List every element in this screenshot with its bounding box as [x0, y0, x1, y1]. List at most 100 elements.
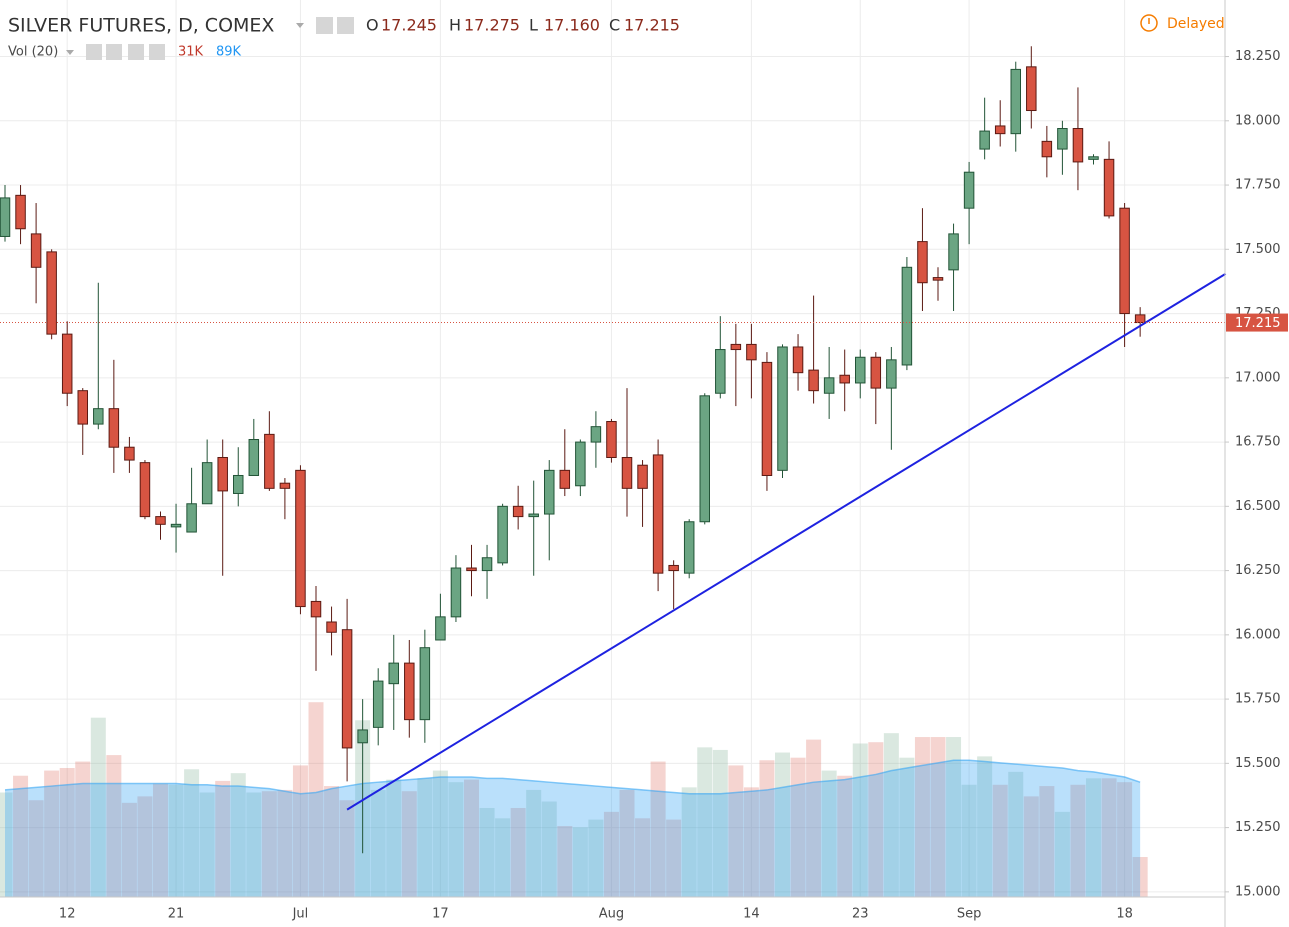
candle-body — [201, 462, 213, 505]
volume-bar — [121, 802, 137, 897]
icon-button[interactable] — [128, 44, 144, 60]
volume-bar — [1132, 857, 1148, 897]
y-tick-label: 16.000 — [1235, 627, 1281, 642]
candle-body — [248, 439, 260, 476]
candle-body — [730, 343, 742, 351]
volume-bar — [914, 737, 930, 897]
volume-bar — [1101, 778, 1117, 897]
volume-bar — [448, 782, 464, 897]
volume-bar — [1117, 782, 1133, 897]
dropdown-icon[interactable] — [296, 23, 304, 28]
y-tick-label: 15.750 — [1235, 692, 1281, 707]
volume-bar — [28, 800, 44, 897]
candle-body — [886, 359, 897, 389]
volume-bar — [44, 770, 60, 897]
candle-body — [575, 441, 586, 487]
candle-body — [683, 521, 695, 574]
candle-body — [295, 469, 306, 608]
y-tick-label: 18.250 — [1235, 49, 1281, 64]
last-price-box — [1226, 313, 1288, 332]
candle-body — [264, 433, 275, 489]
candle-body — [1103, 158, 1115, 217]
overlays — [0, 272, 1227, 811]
candle-body — [699, 395, 710, 523]
candle-body — [792, 346, 804, 374]
candle-body — [46, 251, 57, 335]
volume-bar — [837, 775, 853, 897]
candle-body — [217, 456, 228, 492]
ohlc-key: C — [609, 16, 620, 35]
ohlc-value: 17.160 — [544, 16, 600, 35]
volume-bar — [199, 792, 215, 897]
candle-body — [1010, 68, 1021, 135]
x-tick-label: 17 — [432, 907, 449, 922]
volume-bar — [992, 784, 1008, 897]
y-tick-label: 16.250 — [1235, 563, 1281, 578]
candle-body — [839, 374, 850, 384]
candle-body — [1072, 128, 1084, 163]
candle-body — [233, 474, 244, 494]
candle-body — [963, 171, 975, 209]
icon-button[interactable] — [86, 44, 102, 60]
icon-button[interactable] — [149, 44, 165, 60]
volume-bar — [1070, 784, 1086, 897]
candle-body — [512, 505, 524, 518]
candle-body — [108, 408, 120, 448]
volume-ma-last: 89K — [216, 45, 242, 60]
volume-bar — [137, 796, 153, 897]
candle-body — [326, 621, 337, 633]
volume-bar — [1023, 796, 1039, 897]
ohlc-value: 17.275 — [464, 16, 520, 35]
volume-bar — [557, 826, 573, 897]
volume-bar — [106, 755, 122, 897]
ohlc-header: O 17.245 H 17.275 L 17.160 C 17.215 — [366, 16, 680, 35]
candle-body — [528, 513, 539, 518]
trendline — [346, 272, 1227, 811]
volume-title: Vol (20) — [8, 45, 58, 60]
volume-bar — [603, 811, 619, 897]
ohlc-key: H — [449, 16, 461, 35]
ohlc-value: 17.245 — [381, 16, 437, 35]
y-tick-label: 15.500 — [1235, 756, 1281, 771]
volume-bar — [1008, 771, 1024, 897]
y-tick-label: 18.000 — [1235, 113, 1281, 128]
volume-bar — [526, 789, 542, 897]
candle-body — [435, 616, 446, 641]
volume-bar — [90, 717, 106, 897]
volume-bar — [852, 743, 868, 897]
volume-bar — [728, 765, 744, 897]
volume-bar — [666, 819, 682, 897]
dropdown-icon[interactable] — [66, 50, 74, 55]
volume-bar — [184, 769, 200, 897]
candle-body — [481, 557, 493, 572]
volume-bar — [479, 807, 495, 897]
x-tick-label: 12 — [59, 907, 76, 922]
candle-body — [855, 356, 866, 384]
candle-body — [15, 194, 26, 230]
icon-button[interactable] — [316, 17, 333, 34]
x-tick-label: Jul — [292, 907, 309, 922]
x-tick-label: Aug — [599, 907, 624, 922]
volume-bar — [401, 791, 417, 897]
candle-body — [404, 662, 415, 721]
candle-body — [1057, 128, 1068, 150]
candle-body — [994, 125, 1006, 135]
delayed-icon — [1140, 14, 1158, 32]
volume-bar — [759, 760, 775, 897]
candle-body — [419, 647, 431, 721]
icon-button[interactable] — [337, 17, 354, 34]
candle-body — [544, 469, 555, 515]
icon-button[interactable] — [106, 44, 122, 60]
volume-bar — [75, 761, 91, 897]
volume-bar — [59, 768, 75, 897]
y-tick-label: 15.000 — [1235, 884, 1281, 899]
volume-bar — [324, 786, 340, 897]
volume-bar — [790, 757, 806, 897]
candle-body — [637, 464, 648, 489]
last-price-label: 17.215 — [1235, 316, 1281, 331]
volume-last: 31K — [178, 45, 204, 60]
candle-body — [746, 343, 757, 361]
candle-body — [186, 503, 197, 533]
candle-body — [808, 369, 819, 392]
volume-bar — [712, 749, 728, 897]
